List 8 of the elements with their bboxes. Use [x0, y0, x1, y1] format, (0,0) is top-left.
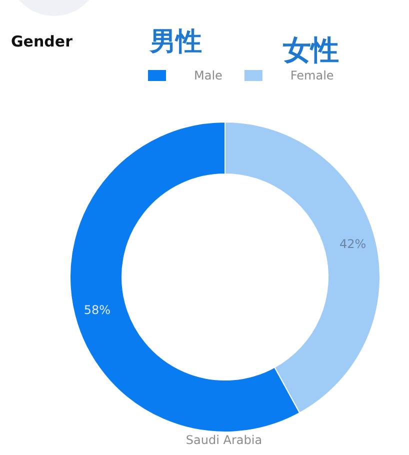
data-label: 58%: [84, 302, 110, 317]
text: 男性: [149, 27, 202, 57]
legend-label: Female: [290, 68, 334, 82]
legend-label: Male: [194, 68, 222, 82]
chart-title: Gender: [11, 32, 74, 50]
data-label: 42%: [340, 237, 366, 252]
text: Saudi Arabia: [186, 433, 262, 447]
text: 女性: [282, 34, 339, 66]
